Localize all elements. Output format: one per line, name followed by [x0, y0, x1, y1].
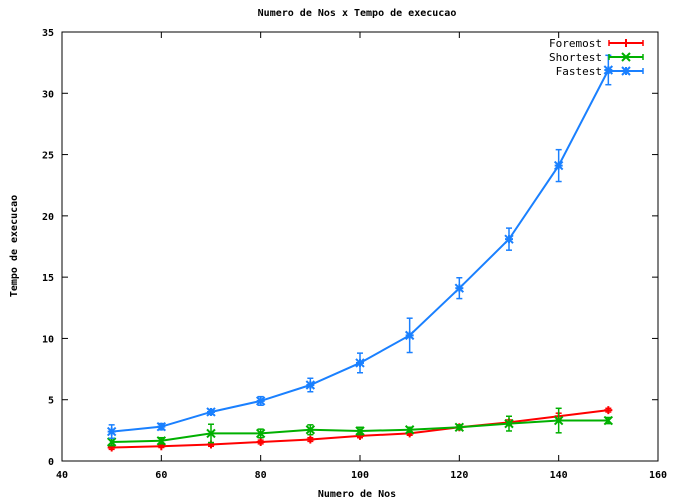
x-tick-label: 160 [649, 470, 667, 481]
x-tick-label: 140 [550, 470, 568, 481]
chart-title: Numero de Nos x Tempo de execucao [258, 8, 457, 19]
legend-marker-fastest [621, 66, 631, 76]
data-point-fastest [305, 380, 316, 390]
data-point-shortest [255, 428, 266, 439]
y-tick-label: 20 [42, 212, 54, 223]
data-point-fastest [156, 421, 167, 432]
y-axis-label: Tempo de execucao [9, 195, 20, 297]
data-point-shortest [156, 436, 167, 446]
data-point-shortest [454, 422, 465, 432]
y-tick-label: 30 [42, 89, 54, 100]
data-point-fastest [355, 358, 365, 368]
data-point-fastest [255, 396, 266, 406]
data-point-fastest [504, 234, 514, 244]
data-point-fastest [106, 426, 117, 437]
data-point-fastest [553, 160, 564, 171]
data-point-shortest [206, 428, 216, 439]
x-tick-label: 60 [155, 470, 167, 481]
data-point-shortest [106, 437, 117, 447]
x-tick-label: 100 [351, 470, 369, 481]
y-tick-label: 0 [48, 457, 54, 468]
legend-label-foremost: Foremost [549, 37, 602, 50]
x-tick-label: 40 [56, 470, 68, 481]
x-tick-label: 80 [255, 470, 267, 481]
axis-ticks: 40 60 80 100 120 140 160 0 5 10 15 20 25 30 35 [42, 28, 667, 481]
data-point-fastest [404, 330, 415, 341]
x-tick-label: 120 [450, 470, 468, 481]
legend-marker-foremost [622, 39, 630, 47]
data-point-shortest [404, 425, 415, 435]
series-shortest [106, 407, 614, 447]
data-point-shortest [305, 425, 316, 435]
data-point-fastest [454, 283, 465, 293]
series-line-fastest [111, 69, 610, 433]
series-fastest [106, 54, 614, 440]
data-point-shortest [603, 415, 614, 426]
legend-label-shortest: Shortest [549, 51, 602, 64]
data-point-shortest [355, 426, 365, 436]
legend-marker-shortest [621, 52, 631, 62]
legend-label-fastest: Fastest [556, 65, 602, 78]
y-tick-label: 5 [48, 396, 54, 407]
y-tick-label: 15 [42, 273, 54, 284]
y-tick-label: 35 [42, 28, 54, 39]
y-tick-label: 10 [42, 334, 54, 345]
data-point-foremost [604, 406, 613, 415]
data-point-foremost [256, 438, 265, 447]
data-point-foremost [306, 435, 315, 444]
series-layer [106, 54, 614, 452]
data-point-fastest [206, 407, 216, 417]
x-axis-label: Numero de Nos [318, 489, 396, 500]
data-point-shortest [504, 418, 514, 429]
data-point-shortest [553, 415, 564, 426]
y-tick-label: 25 [42, 151, 54, 162]
plot-frame [61, 31, 659, 462]
